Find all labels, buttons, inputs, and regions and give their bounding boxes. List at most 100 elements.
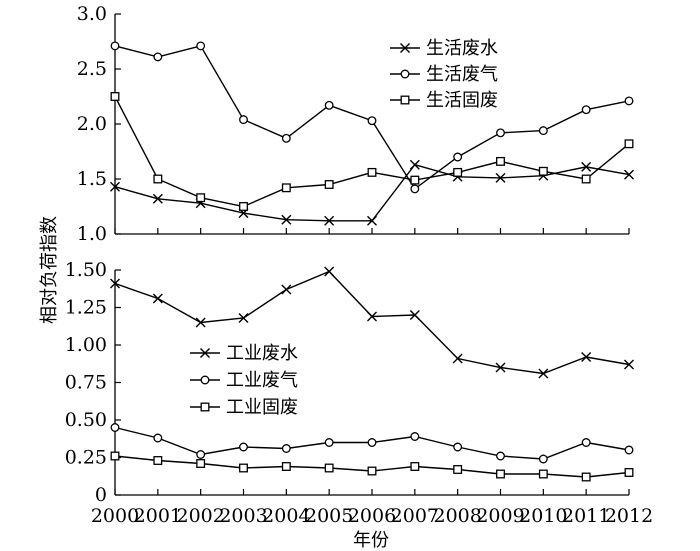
x-tick-label: 2007 [391,505,439,527]
data-point [410,432,420,441]
data-point [495,362,506,373]
industrial-series-2 [110,423,634,464]
data-point [581,174,591,184]
data-point [110,423,120,432]
data-point [196,459,206,468]
legend-marker [200,375,210,385]
data-point [367,215,377,226]
x-tick-label: 2009 [476,505,524,527]
industrial-y-tick-label: 1.25 [65,297,107,319]
data-point [452,353,463,364]
x-tick-label: 2008 [433,505,481,527]
legend-marker [200,348,210,358]
x-tick-label: 2012 [605,505,653,527]
data-point [624,445,634,455]
data-point [624,169,634,180]
data-point [239,463,248,473]
data-point [581,352,592,362]
data-point [153,174,163,184]
x-tick-label: 2003 [219,505,267,527]
data-point [324,100,334,110]
data-point [410,462,420,471]
data-point [367,438,377,447]
data-point [324,215,335,226]
data-point [281,444,291,453]
x-tick-label: 2006 [348,505,396,527]
legend-entry: 工业固废 [190,397,298,418]
industrial-series-line [114,270,630,375]
legend-marker [200,402,210,412]
x-tick-label: 2004 [262,505,310,527]
x-tick-label: 2011 [562,505,610,527]
data-point [410,184,420,194]
industrial-y-tick-label: 1.00 [65,334,107,356]
data-point [324,266,335,277]
data-point [496,156,505,166]
household-y-tick-label: 2.5 [77,58,107,80]
data-point [538,126,548,136]
data-point [239,115,248,125]
data-point [153,433,163,443]
household-series-3 [110,92,634,211]
data-point [196,450,206,459]
data-point [324,180,334,189]
data-point [367,311,377,322]
legend-marker [400,43,410,53]
household-y-tick-label: 1.5 [77,168,107,190]
data-point [496,451,505,461]
legend-entry: 生活废气 [390,64,498,85]
industrial-y-tick-label: 0.25 [65,447,107,469]
data-point [581,105,591,115]
legend-label: 生活废水 [426,38,498,59]
data-point [538,469,548,479]
data-point [453,152,463,162]
data-point [581,438,591,447]
legend-label: 生活废气 [426,64,498,85]
legend-label: 工业废水 [226,343,298,364]
data-point [324,463,334,473]
data-point [281,183,291,193]
data-point [367,167,377,177]
household-y-tick-label: 3.0 [77,3,107,25]
household-y-tick-label: 2.0 [77,113,107,135]
data-point [110,92,120,101]
legend-label: 工业固废 [226,397,298,418]
data-point [496,469,505,479]
data-point [367,466,377,476]
household-series-line [114,96,630,208]
data-point [239,202,248,211]
data-point [110,181,120,192]
x-tick-label: 2000 [91,505,139,527]
legend-label: 工业废气 [226,370,298,391]
data-point [453,442,463,452]
legend-marker [400,95,410,105]
data-point [152,193,163,204]
data-point [624,96,634,106]
data-point [538,166,548,176]
data-point [453,465,463,474]
y-axis-title: 相对负荷指数 [39,216,60,324]
industrial-y-tick-label: 0.50 [65,409,107,431]
x-tick-label: 2005 [305,505,353,527]
data-point [110,451,120,461]
legend-entry: 工业废气 [190,370,298,391]
data-point [409,159,420,170]
data-point [152,293,163,304]
legend-entry: 生活固废 [390,90,498,111]
household-series-2 [110,41,634,194]
data-point [196,41,206,51]
data-point [153,456,163,465]
industrial-series-3 [110,451,634,482]
data-point [324,438,334,447]
data-point [196,193,206,203]
data-point [538,454,548,464]
data-point [624,359,634,370]
data-point [538,368,549,379]
data-point [281,133,291,143]
x-axis: 2000200120022003200420052006200720082009… [91,505,653,527]
data-point [239,442,248,452]
x-axis-title: 年份 [353,530,389,551]
x-tick-label: 2010 [519,505,567,527]
